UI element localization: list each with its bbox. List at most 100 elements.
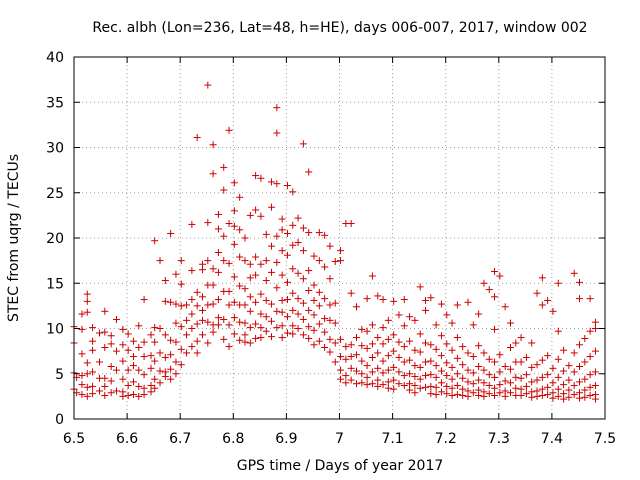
data-point	[246, 307, 254, 315]
data-point	[209, 300, 217, 308]
data-point	[78, 391, 86, 399]
data-point	[501, 303, 509, 311]
data-point	[268, 300, 276, 308]
data-point	[432, 345, 440, 353]
data-point	[119, 341, 127, 349]
data-point	[342, 355, 350, 363]
data-point	[252, 206, 260, 214]
data-point	[119, 357, 127, 365]
data-point	[374, 334, 382, 342]
data-point	[453, 334, 461, 342]
data-point	[538, 391, 546, 399]
data-point	[83, 383, 91, 391]
y-tick-label: 25	[46, 186, 64, 202]
data-point	[506, 365, 514, 373]
data-point	[416, 283, 424, 291]
data-point	[246, 211, 254, 219]
data-point	[331, 319, 339, 327]
data-point	[416, 375, 424, 383]
data-point	[188, 310, 196, 318]
data-point	[560, 346, 568, 354]
data-point	[448, 391, 456, 399]
data-point	[443, 340, 451, 348]
data-point	[183, 349, 191, 357]
data-point	[506, 379, 514, 387]
data-point	[549, 394, 557, 402]
data-point	[78, 381, 86, 389]
data-point	[448, 363, 456, 371]
x-tick-label: 6.7	[169, 431, 191, 447]
data-point	[422, 372, 430, 380]
data-point	[416, 348, 424, 356]
data-point	[512, 373, 520, 381]
data-point	[453, 354, 461, 362]
data-point	[331, 339, 339, 347]
data-point	[161, 277, 169, 285]
data-point	[475, 376, 483, 384]
data-point	[464, 298, 472, 306]
data-point	[459, 361, 467, 369]
data-point	[528, 378, 536, 386]
data-point	[496, 368, 504, 376]
data-point	[230, 222, 238, 230]
data-point	[448, 384, 456, 392]
data-point	[183, 301, 191, 309]
y-tick-label: 10	[46, 322, 64, 338]
data-point	[140, 384, 148, 392]
data-point	[390, 385, 398, 393]
data-point	[576, 363, 584, 371]
data-point	[469, 369, 477, 377]
data-point	[209, 281, 217, 289]
data-point	[278, 215, 286, 223]
data-point	[432, 391, 440, 399]
data-point	[443, 390, 451, 398]
data-point	[172, 300, 180, 308]
data-point	[124, 382, 132, 390]
data-point	[475, 391, 483, 399]
data-point	[204, 81, 212, 89]
data-point	[395, 353, 403, 361]
data-point	[289, 330, 297, 338]
data-point	[570, 368, 578, 376]
data-point	[363, 362, 371, 370]
x-axis-label: GPS time / Days of year 2017	[237, 458, 444, 474]
data-point	[294, 310, 302, 318]
data-point	[299, 315, 307, 323]
data-point	[549, 379, 557, 387]
data-point	[427, 357, 435, 365]
data-point	[112, 315, 120, 323]
data-point	[305, 286, 313, 294]
data-point	[112, 347, 120, 355]
data-point	[172, 270, 180, 278]
data-point	[299, 299, 307, 307]
data-point	[379, 357, 387, 365]
data-point	[161, 353, 169, 361]
data-point	[172, 338, 180, 346]
data-point	[199, 306, 207, 314]
data-point	[278, 247, 286, 255]
data-point	[225, 259, 233, 267]
data-point	[89, 324, 97, 332]
data-point	[209, 141, 217, 149]
data-point	[112, 387, 120, 395]
data-point	[522, 353, 530, 361]
data-point	[257, 260, 265, 268]
data-point	[294, 325, 302, 332]
data-point	[161, 372, 169, 380]
data-point	[390, 331, 398, 339]
data-point	[411, 389, 419, 397]
data-point	[517, 358, 525, 366]
data-point	[246, 293, 254, 301]
data-point	[581, 358, 589, 366]
data-point	[204, 219, 212, 227]
data-point	[147, 331, 155, 339]
data-point	[363, 373, 371, 381]
data-point	[204, 257, 212, 265]
data-point	[147, 364, 155, 372]
data-point	[151, 338, 159, 346]
data-point	[560, 381, 568, 389]
data-point	[374, 382, 382, 390]
data-point	[416, 363, 424, 371]
data-point	[390, 363, 398, 371]
data-point	[576, 341, 584, 349]
